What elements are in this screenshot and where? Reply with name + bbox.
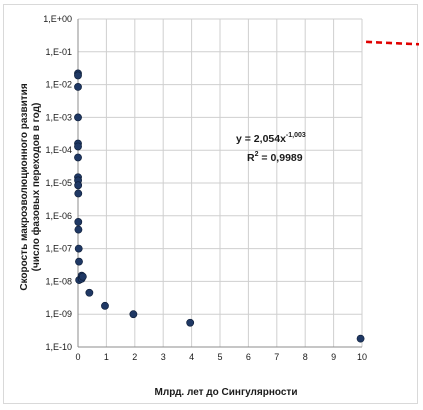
data-point	[186, 318, 195, 327]
r-squared-label: R2 = 0,9989	[247, 151, 303, 164]
x-tick-label: 2	[132, 352, 137, 362]
x-axis-title: Млрд. лет до Сингулярности	[155, 387, 298, 398]
data-point	[74, 225, 83, 234]
y-tick-label: 1,E-06	[45, 211, 72, 221]
y-tick-label: 1,E+00	[43, 14, 72, 24]
x-tick-label: 4	[189, 352, 194, 362]
data-point	[75, 257, 83, 266]
data-point	[85, 288, 94, 297]
data-point	[74, 189, 83, 198]
x-tick-labels: 0 1 2 3 4 5 6 7 8 9 10	[75, 352, 367, 362]
y-tick-label: 1,E-10	[45, 342, 72, 352]
data-point	[74, 71, 82, 80]
equation-label: y = 2,054x-1,003	[236, 132, 306, 145]
x-tick-label: 1	[104, 352, 109, 362]
y-tick-label: 1,E-09	[45, 309, 72, 319]
chart-frame: 1,E+00 1,E-01 1,E-02 1,E-03 1,E-04 1,E-05 1,E-…	[3, 4, 423, 404]
x-tick-label: 8	[303, 352, 308, 362]
trendline	[361, 40, 423, 46]
data-point	[74, 218, 83, 226]
x-tick-label: 10	[357, 352, 367, 362]
x-tick-label: 6	[246, 352, 251, 362]
y-tick-label: 1,E-08	[45, 276, 72, 286]
trendline-group	[361, 40, 423, 46]
data-point	[101, 301, 109, 310]
y-tick-label: 1,E-03	[45, 112, 72, 122]
chart-svg: 1,E+00 1,E-01 1,E-02 1,E-03 1,E-04 1,E-05 1,E-…	[19, 14, 423, 398]
data-point	[129, 310, 138, 319]
x-tick-label: 0	[75, 352, 80, 362]
y-axis-title-line-2: (число фазовых переходов в год)	[30, 103, 42, 272]
data-point	[74, 142, 82, 151]
y-tick-label: 1,E-04	[45, 145, 72, 155]
y-axis-title-line-1: Скорость макроэволюционного развития	[19, 83, 30, 290]
x-tick-label: 5	[217, 352, 222, 362]
x-tick-label: 3	[161, 352, 166, 362]
y-tick-labels: 1,E+00 1,E-01 1,E-02 1,E-03 1,E-04 1,E-05 1,E-…	[43, 14, 72, 352]
data-point	[74, 181, 83, 190]
data-points	[74, 69, 365, 343]
data-point	[74, 244, 83, 253]
y-tick-label: 1,E-02	[45, 80, 72, 90]
data-point	[356, 334, 365, 343]
grid	[78, 18, 363, 348]
x-tick-label: 9	[331, 352, 336, 362]
y-tick-label: 1,E-01	[45, 47, 72, 57]
x-tick-label: 7	[274, 352, 279, 362]
y-tick-label: 1,E-07	[45, 244, 72, 254]
data-point	[74, 113, 82, 122]
data-point	[78, 272, 87, 281]
data-point	[74, 153, 82, 162]
y-tick-label: 1,E-05	[45, 178, 72, 188]
data-point	[74, 83, 82, 91]
